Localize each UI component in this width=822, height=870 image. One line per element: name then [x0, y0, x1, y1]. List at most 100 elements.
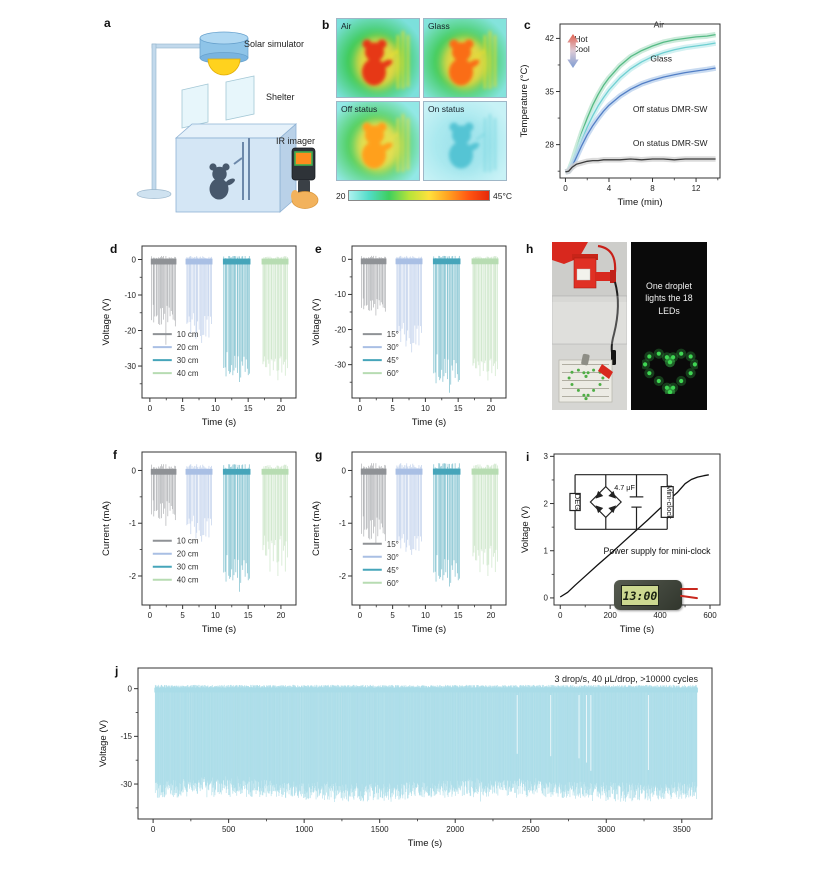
svg-text:30°: 30°	[387, 553, 399, 562]
red-wire	[597, 244, 617, 273]
shelter-panes	[181, 75, 255, 129]
colorbar-gradient	[348, 190, 490, 201]
power-supply-note: Power supply for mini-clock	[603, 546, 711, 556]
svg-text:28: 28	[545, 140, 554, 149]
x-axis-title: Time (s)	[202, 624, 236, 635]
axis: 0 5 10 15 20 0 -1 -2 Time (s) Current (mA)	[101, 451, 297, 635]
series-40 cm	[261, 464, 289, 576]
panel-c-temperature-chart: 0 4 8 12 28 35 42 Time (min) Temperature (°C) Air…	[512, 10, 734, 222]
axis: 0 4 8 12 28 35 42 Time (min) Temperature (°C)	[519, 23, 721, 208]
panel-letter-a: a	[104, 16, 111, 30]
legend: 10 cm 20 cm 30 cm 40 cm	[152, 537, 199, 585]
axis: 0 500 1000 1500 2000 2500 3000 3500 0 -15 -30 Time …	[98, 667, 713, 849]
svg-text:0: 0	[544, 594, 549, 603]
svg-text:-2: -2	[129, 572, 137, 581]
panel-g-current-angle-chart: 0 5 10 15 20 0 -1 -2 Time (s) Current (mA) 15° 30° 4…	[306, 442, 518, 647]
svg-text:0: 0	[132, 255, 137, 264]
svg-text:20 cm: 20 cm	[177, 343, 199, 352]
ir-imager-device	[291, 147, 319, 209]
svg-text:40 cm: 40 cm	[177, 576, 199, 585]
thermal-tile-grid: Air Glass Off status On status	[336, 18, 510, 184]
svg-text:20 cm: 20 cm	[177, 550, 199, 559]
svg-text:-20: -20	[334, 325, 346, 334]
svg-text:-30: -30	[334, 360, 346, 369]
series-60°	[471, 463, 499, 576]
series-label: Air	[654, 19, 665, 29]
legend: 15° 30° 45° 60°	[362, 540, 399, 588]
chart-j-svg: 0 500 1000 1500 2000 2500 3000 3500 0 -15 -30 Time …	[98, 667, 713, 849]
thermal-panda-off	[355, 114, 409, 172]
hot-cool-arrow-icon	[567, 34, 579, 68]
svg-text:0: 0	[342, 255, 347, 264]
series-40 cm	[261, 256, 289, 381]
series-30°	[395, 463, 423, 555]
clock-wire	[680, 588, 698, 591]
svg-text:-1: -1	[339, 519, 347, 528]
svg-text:5: 5	[390, 611, 395, 620]
x-axis-title: Time (s)	[202, 417, 236, 428]
svg-text:1000: 1000	[295, 825, 313, 834]
svg-text:15: 15	[454, 404, 463, 413]
chart-g-svg: 0 5 10 15 20 0 -1 -2 Time (s) Current (mA) 15° 30° 4…	[311, 451, 507, 635]
svg-text:3: 3	[544, 452, 549, 461]
panel-f-current-distance-chart: 0 5 10 15 20 0 -1 -2 Time (s) Current (mA) 10 cm 20…	[96, 442, 308, 647]
ir-imager-label: IR imager	[276, 136, 316, 146]
svg-text:42: 42	[545, 34, 554, 43]
chart-e-svg: 0 5 10 15 20 0 -10 -20 -30 Time (s) Voltage (V) 15°…	[311, 245, 507, 428]
series-20 cm	[185, 464, 213, 542]
svg-text:-10: -10	[124, 291, 136, 300]
series-30 cm	[222, 464, 251, 592]
thermal-tile-glass: Glass	[423, 18, 507, 98]
axis: 0 5 10 15 20 0 -1 -2 Time (s) Current (mA)	[311, 451, 507, 635]
x-axis-title: Time (s)	[412, 624, 446, 635]
thermal-tile-air: Air	[336, 18, 420, 98]
svg-text:10: 10	[211, 404, 220, 413]
svg-text:2500: 2500	[522, 825, 540, 834]
legend: 15° 30° 45° 60°	[362, 330, 399, 378]
series-10 cm	[150, 464, 177, 526]
svg-text:10: 10	[211, 611, 220, 620]
svg-text:30 cm: 30 cm	[177, 563, 199, 572]
svg-text:1500: 1500	[371, 825, 389, 834]
y-axis-title: Current (mA)	[311, 501, 322, 556]
series-30 cm	[222, 255, 251, 383]
svg-text:-1: -1	[129, 519, 137, 528]
svg-text:-2: -2	[339, 572, 347, 581]
hot-label: Hot	[574, 34, 588, 44]
experiment-photo-drawing	[552, 242, 627, 410]
series-20 cm	[185, 255, 213, 343]
shelter-label: Shelter	[266, 92, 295, 102]
series-label: Glass	[650, 54, 672, 64]
svg-text:0: 0	[148, 404, 153, 413]
thermal-panda-glass	[442, 31, 496, 89]
chart-d-svg: 0 5 10 15 20 0 -10 -20 -30 Time (s) Voltage (V) 10 …	[101, 245, 297, 428]
svg-text:35: 35	[545, 87, 554, 96]
thermal-panda-air	[355, 31, 409, 89]
tile-label: Air	[341, 21, 352, 31]
panda-figure	[209, 163, 235, 200]
series-DEG output	[559, 474, 709, 598]
thermal-tile-on-status: On status	[423, 101, 507, 181]
svg-text:15: 15	[454, 611, 463, 620]
svg-text:500: 500	[222, 825, 236, 834]
panel-letter-i: i	[526, 450, 530, 464]
colorbar-max-label: 45°C	[493, 190, 512, 201]
panel-j-durability-chart: 0 500 1000 1500 2000 2500 3000 3500 0 -15 -30 Time …	[96, 656, 738, 861]
svg-text:200: 200	[603, 611, 617, 620]
svg-text:20: 20	[276, 611, 285, 620]
svg-text:5: 5	[390, 404, 395, 413]
panel-letter-b: b	[322, 18, 330, 32]
panel-b-thermal-images: Air Glass Off status On status 20 45°C	[332, 14, 516, 206]
x-axis-title: Time (min)	[617, 197, 662, 208]
series-10 cm	[150, 255, 177, 345]
svg-text:-20: -20	[124, 326, 136, 335]
svg-text:400: 400	[653, 611, 667, 620]
series-label: Off status DMR-SW	[633, 104, 707, 114]
svg-text:15°: 15°	[387, 540, 399, 549]
colorbar-min-label: 20	[336, 190, 346, 201]
svg-text:3000: 3000	[597, 825, 615, 834]
series-45°	[432, 463, 461, 587]
panel-d-voltage-distance-chart: 0 5 10 15 20 0 -10 -20 -30 Time (s) Voltage (V) 10 …	[96, 238, 308, 438]
thermal-tile-off-status: Off status	[336, 101, 420, 181]
